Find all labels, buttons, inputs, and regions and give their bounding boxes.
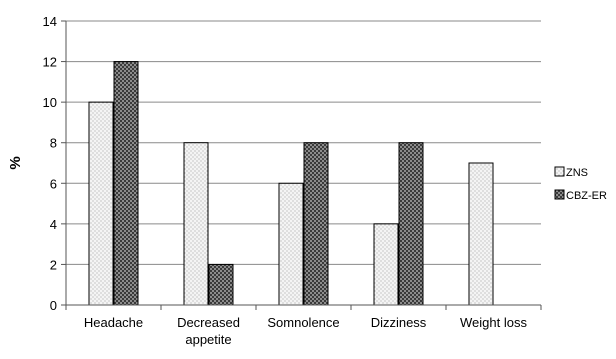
legend-swatch <box>554 189 565 200</box>
x-tick-label-line: Somnolence <box>267 315 339 330</box>
x-tick-label: Decreased appetite <box>177 315 240 347</box>
y-tick-label: 6 <box>50 176 57 191</box>
y-tick-label: 10 <box>43 95 57 110</box>
y-tick-label: 0 <box>50 298 57 313</box>
bar-cbz-er <box>398 142 424 306</box>
y-tick-label: 14 <box>43 14 57 29</box>
y-tick-label: 12 <box>43 55 57 70</box>
y-tick-label: 8 <box>50 136 57 151</box>
x-tick-label-line: Weight loss <box>460 315 527 330</box>
bar-zns <box>88 101 114 306</box>
y-axis-label: % <box>7 156 24 169</box>
bars <box>88 61 494 306</box>
x-tick-label: Weight loss <box>460 315 527 330</box>
x-tick-label-line: Headache <box>84 315 143 330</box>
x-tick-label: Dizziness <box>371 315 427 330</box>
legend-label: CBZ-ER <box>566 190 607 202</box>
bar-cbz-er <box>303 142 329 306</box>
bar-zns <box>373 223 399 306</box>
x-tick-label: Headache <box>84 315 143 330</box>
legend-label: ZNS <box>566 167 588 179</box>
bar-zns <box>183 142 209 306</box>
y-tick-label: 4 <box>50 217 57 232</box>
x-tick-label: Somnolence <box>267 315 339 330</box>
bar-cbz-er <box>208 263 234 306</box>
x-tick-label-line: appetite <box>185 332 231 347</box>
axes <box>61 20 542 310</box>
bar-zns <box>468 162 494 306</box>
x-tick-label-line: Dizziness <box>371 315 427 330</box>
tick-labels: 0 2 4 6 8 10 12 14 Headache Decreased appetite Somn… <box>43 14 528 347</box>
legend-swatch <box>554 166 565 177</box>
bar-zns <box>278 182 304 306</box>
bar-cbz-er <box>113 61 139 306</box>
legend: ZNS CBZ-ER <box>554 166 607 202</box>
y-tick-label: 2 <box>50 257 57 272</box>
x-tick-label-line: Decreased <box>177 315 240 330</box>
